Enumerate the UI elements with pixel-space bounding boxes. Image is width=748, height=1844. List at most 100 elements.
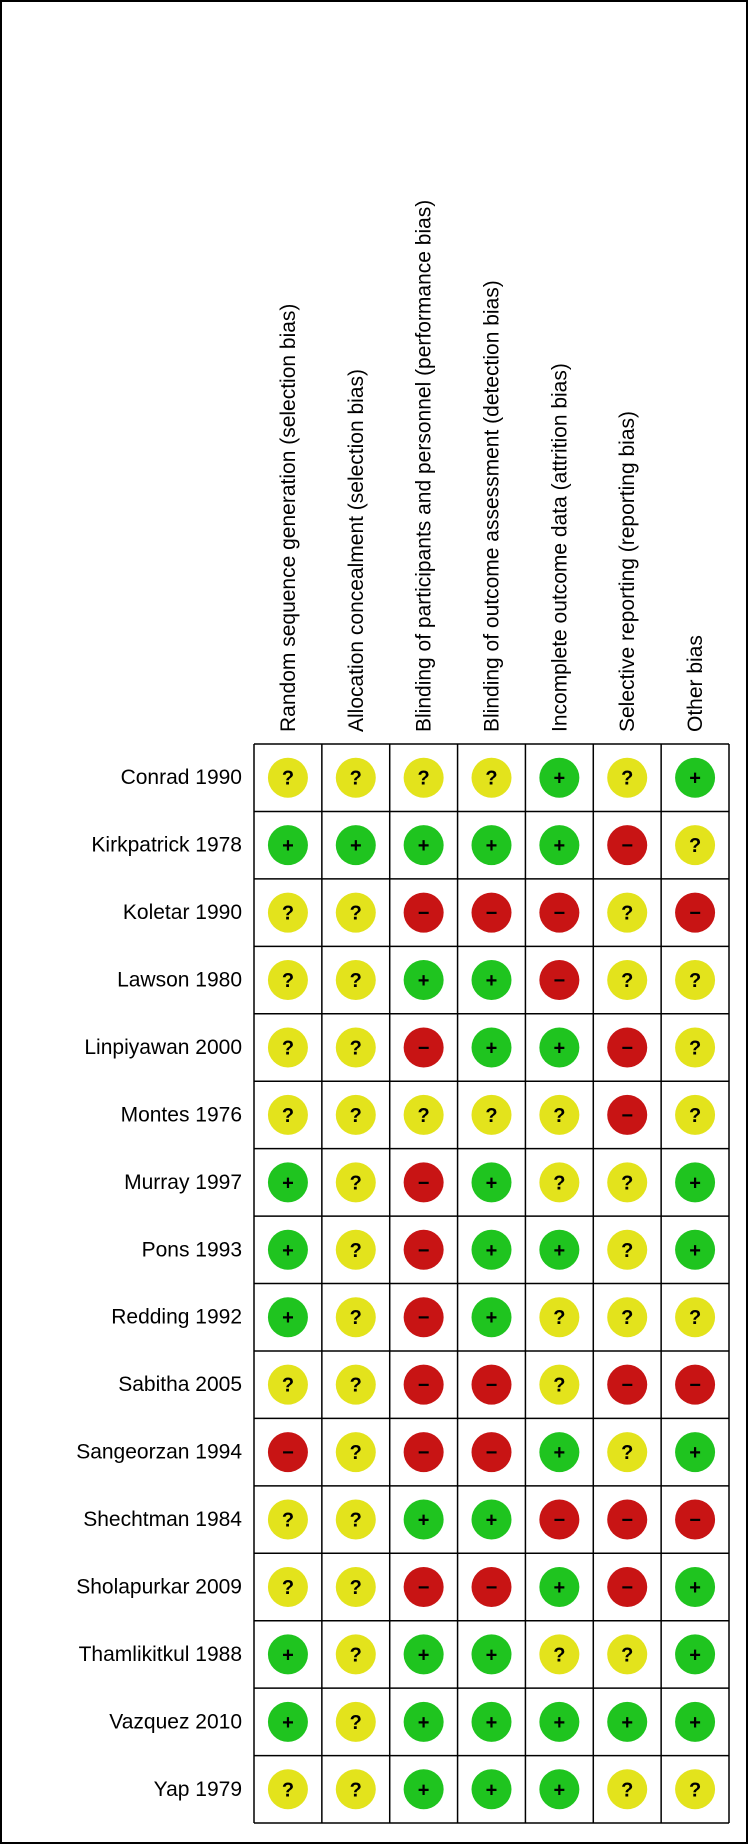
judgement-circle — [607, 1634, 648, 1675]
judgement-symbol: − — [621, 1577, 633, 1599]
judgement-symbol: + — [486, 1510, 498, 1532]
judgement-circle — [403, 960, 444, 1001]
judgement-circle — [539, 757, 580, 798]
judgement-symbol: + — [689, 768, 701, 790]
study-label: Yap 1979 — [154, 1778, 242, 1801]
judgement-symbol: − — [621, 1375, 633, 1397]
judgement-circle — [539, 1769, 580, 1810]
judgement-circle — [471, 825, 512, 866]
judgement-circle — [335, 1566, 376, 1607]
judgement-symbol: − — [689, 903, 701, 925]
judgement-circle — [335, 1027, 376, 1068]
judgement-circle — [403, 1297, 444, 1338]
judgement-symbol: + — [282, 835, 294, 857]
judgement-symbol: + — [689, 1577, 701, 1599]
judgement-symbol: + — [282, 1240, 294, 1262]
judgement-symbol: ? — [621, 903, 633, 925]
judgement-circle — [403, 1701, 444, 1742]
judgement-circle — [335, 1634, 376, 1675]
judgement-symbol: ? — [621, 768, 633, 790]
judgement-symbol: ? — [689, 970, 701, 992]
judgement-symbol: ? — [282, 1779, 294, 1801]
judgement-symbol: − — [418, 1577, 430, 1599]
judgement-symbol: ? — [485, 1105, 497, 1127]
study-label: Vazquez 2010 — [109, 1710, 242, 1733]
judgement-circle — [471, 1701, 512, 1742]
judgement-circle — [607, 1566, 648, 1607]
judgement-circle — [267, 1364, 308, 1405]
judgement-circle — [675, 1162, 716, 1203]
judgement-circle — [471, 1769, 512, 1810]
judgement-symbol: ? — [689, 1037, 701, 1059]
judgement-circle — [675, 960, 716, 1001]
judgement-symbol: ? — [621, 1442, 633, 1464]
judgement-symbol: + — [282, 1644, 294, 1666]
judgement-symbol: ? — [282, 970, 294, 992]
judgement-circle — [267, 1769, 308, 1810]
judgement-symbol: + — [554, 768, 566, 790]
judgement-circle — [335, 1297, 376, 1338]
judgement-circle — [675, 892, 716, 933]
study-label: Koletar 1990 — [123, 901, 242, 924]
judgement-symbol: − — [418, 1307, 430, 1329]
judgement-symbol: − — [418, 1375, 430, 1397]
judgement-symbol: ? — [418, 1105, 430, 1127]
judgement-circle — [471, 1499, 512, 1540]
study-label: Lawson 1980 — [117, 969, 242, 992]
judgement-symbol: ? — [689, 1307, 701, 1329]
study-label: Shechtman 1984 — [83, 1508, 242, 1531]
judgement-circle — [267, 1701, 308, 1742]
judgement-circle — [607, 1094, 648, 1135]
judgement-circle — [267, 1432, 308, 1473]
judgement-symbol: − — [486, 1577, 498, 1599]
judgement-circle — [403, 1364, 444, 1405]
judgement-circle — [539, 892, 580, 933]
judgement-circle — [675, 1566, 716, 1607]
judgement-symbol: + — [486, 1037, 498, 1059]
judgement-circle — [675, 825, 716, 866]
judgement-symbol: + — [689, 1240, 701, 1262]
judgement-symbol: ? — [485, 768, 497, 790]
judgement-circle — [335, 1499, 376, 1540]
domain-label: Allocation concealment (selection bias) — [345, 369, 368, 732]
judgement-circle — [607, 960, 648, 1001]
judgement-symbol: ? — [282, 903, 294, 925]
judgement-circle — [267, 1634, 308, 1675]
judgement-symbol: ? — [553, 1644, 565, 1666]
judgement-circle — [403, 892, 444, 933]
judgement-circle — [335, 1432, 376, 1473]
judgement-symbol: ? — [621, 1172, 633, 1194]
judgement-circle — [335, 825, 376, 866]
judgement-circle — [403, 1162, 444, 1203]
judgement-circle — [675, 1701, 716, 1742]
judgement-symbol: ? — [350, 1644, 362, 1666]
judgement-symbol: − — [689, 1375, 701, 1397]
judgement-circle — [675, 1094, 716, 1135]
judgement-circle — [267, 1162, 308, 1203]
study-label: Pons 1993 — [142, 1238, 242, 1261]
judgement-circle — [539, 1634, 580, 1675]
judgement-symbol: − — [554, 1510, 566, 1532]
domain-label: Blinding of participants and personnel (… — [413, 200, 436, 732]
judgement-circle — [471, 892, 512, 933]
judgement-symbol: + — [486, 970, 498, 992]
domain-label: Random sequence generation (selection bi… — [277, 304, 300, 732]
judgement-symbol: − — [418, 1240, 430, 1262]
judgement-symbol: ? — [350, 1307, 362, 1329]
domain-label: Other bias — [684, 635, 707, 732]
judgement-circle — [335, 892, 376, 933]
judgement-circle — [335, 1162, 376, 1203]
judgement-symbol: − — [486, 1442, 498, 1464]
judgement-symbol: − — [486, 1375, 498, 1397]
judgement-symbol: ? — [350, 1240, 362, 1262]
judgement-symbol: ? — [553, 1105, 565, 1127]
judgement-circle — [267, 825, 308, 866]
judgement-symbol: + — [689, 1172, 701, 1194]
judgement-circle — [607, 1499, 648, 1540]
judgement-symbol: + — [486, 835, 498, 857]
judgement-symbol: − — [418, 1442, 430, 1464]
judgement-circle — [403, 1229, 444, 1270]
judgement-circle — [403, 1094, 444, 1135]
judgement-circle — [403, 1634, 444, 1675]
